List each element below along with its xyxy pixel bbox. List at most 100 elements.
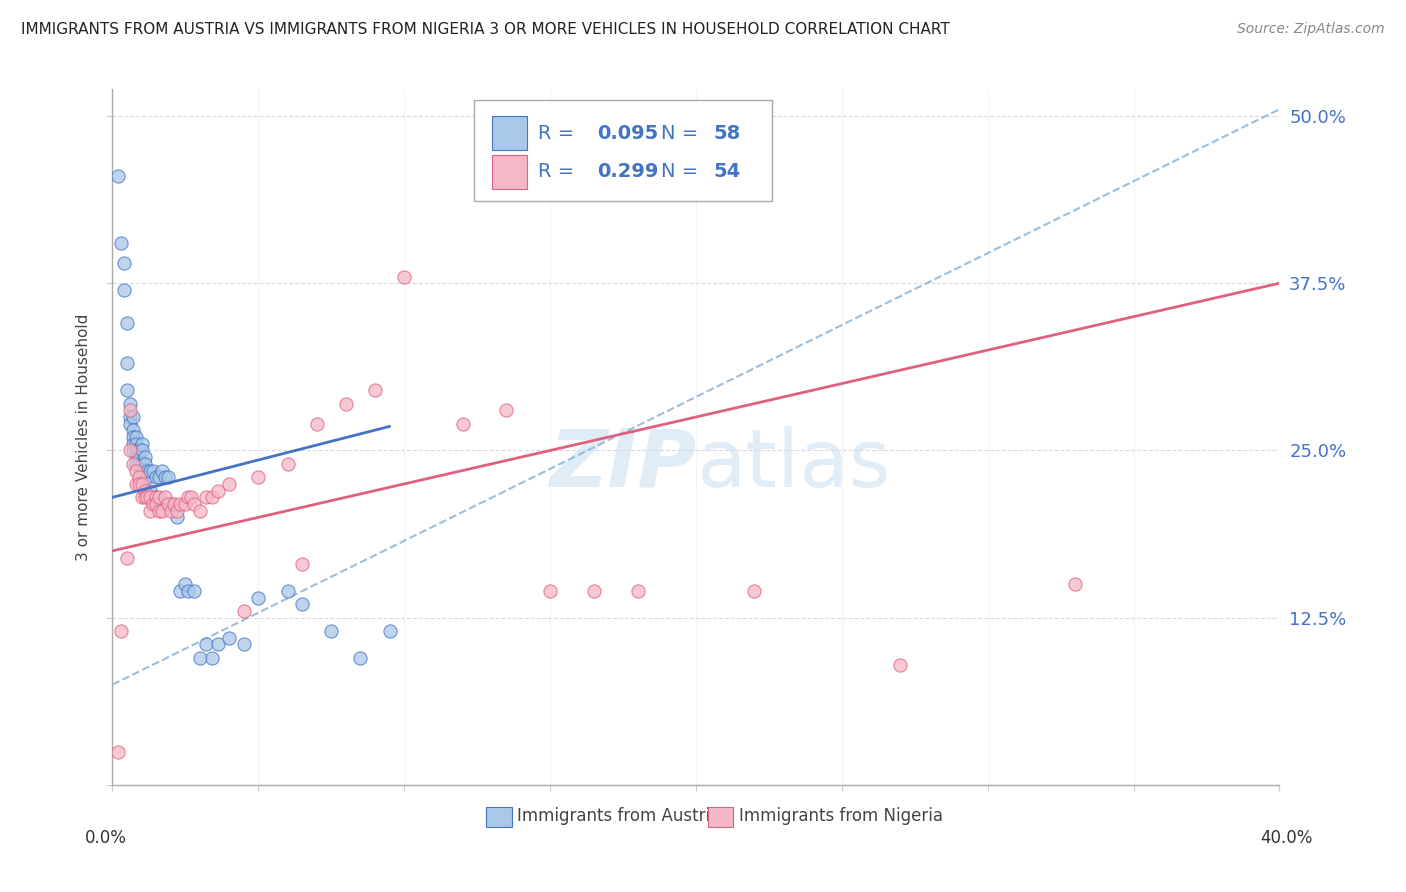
Point <box>115 356 138 371</box>
Text: N =: N = <box>661 123 704 143</box>
Bar <box>707 807 734 827</box>
Point <box>156 470 179 484</box>
Point <box>201 490 224 504</box>
Point <box>201 651 224 665</box>
Point <box>305 417 328 431</box>
Point <box>148 490 170 504</box>
Point <box>153 490 176 504</box>
Point <box>276 457 298 471</box>
Point <box>291 557 314 572</box>
Point <box>180 490 202 504</box>
Text: 40.0%: 40.0% <box>1260 829 1313 847</box>
Point <box>160 503 183 517</box>
Point <box>148 503 170 517</box>
Point <box>128 476 150 491</box>
Point <box>118 396 141 410</box>
Point <box>627 584 650 599</box>
Point <box>451 417 474 431</box>
Point <box>134 457 156 471</box>
Point <box>136 464 159 478</box>
Point <box>128 457 150 471</box>
Text: ZIP: ZIP <box>548 425 696 504</box>
Text: 0.095: 0.095 <box>596 123 658 143</box>
Point <box>107 744 129 758</box>
Point <box>128 450 150 464</box>
Point <box>160 497 183 511</box>
Point <box>177 490 200 504</box>
Text: R =: R = <box>538 123 581 143</box>
Point <box>115 317 138 331</box>
Point <box>145 497 167 511</box>
Point <box>148 470 170 484</box>
Point <box>742 584 765 599</box>
Point <box>247 470 270 484</box>
Point <box>150 503 173 517</box>
Point <box>174 577 197 591</box>
Point <box>166 510 188 524</box>
Point <box>125 457 148 471</box>
Point <box>118 417 141 431</box>
Point <box>183 584 205 599</box>
Point <box>139 464 162 478</box>
Point <box>142 497 165 511</box>
Point <box>150 464 173 478</box>
Text: Source: ZipAtlas.com: Source: ZipAtlas.com <box>1237 22 1385 37</box>
Point <box>247 591 270 605</box>
Point <box>276 584 298 599</box>
Point <box>125 436 148 450</box>
Point <box>125 450 148 464</box>
Point <box>110 236 132 251</box>
Point <box>122 457 145 471</box>
Point <box>131 457 153 471</box>
FancyBboxPatch shape <box>474 100 772 201</box>
Point <box>364 384 387 398</box>
Point <box>136 470 159 484</box>
Point <box>163 497 186 511</box>
Point <box>194 490 217 504</box>
Point <box>131 490 153 504</box>
Point <box>495 403 517 417</box>
Bar <box>492 116 527 150</box>
Point <box>321 624 343 639</box>
Point <box>128 470 150 484</box>
Text: 58: 58 <box>713 123 741 143</box>
Point <box>112 283 135 297</box>
Text: N =: N = <box>661 162 704 181</box>
Point <box>177 584 200 599</box>
Point <box>394 269 416 284</box>
Point <box>122 436 145 450</box>
Point <box>134 483 156 498</box>
Point <box>156 497 179 511</box>
Point <box>188 651 211 665</box>
Text: 0.299: 0.299 <box>596 162 658 181</box>
Point <box>118 403 141 417</box>
Point <box>110 624 132 639</box>
Point <box>131 476 153 491</box>
Point <box>349 651 371 665</box>
Point <box>125 464 148 478</box>
Point <box>169 584 191 599</box>
Point <box>122 443 145 458</box>
Point <box>582 584 605 599</box>
Point <box>125 476 148 491</box>
Y-axis label: 3 or more Vehicles in Household: 3 or more Vehicles in Household <box>76 313 91 561</box>
Point <box>118 443 141 458</box>
Point <box>232 604 254 618</box>
Point <box>131 436 153 450</box>
Point <box>145 490 167 504</box>
Point <box>122 424 145 438</box>
Point <box>112 256 135 270</box>
Point <box>207 637 229 651</box>
Point <box>1064 577 1087 591</box>
Point <box>131 464 153 478</box>
Point <box>136 490 159 504</box>
Point <box>131 443 153 458</box>
Point <box>139 503 162 517</box>
Point <box>115 550 138 565</box>
Point <box>145 470 167 484</box>
Point <box>538 584 561 599</box>
Point <box>139 490 162 504</box>
Point <box>134 490 156 504</box>
Bar <box>486 807 512 827</box>
Text: atlas: atlas <box>696 425 890 504</box>
